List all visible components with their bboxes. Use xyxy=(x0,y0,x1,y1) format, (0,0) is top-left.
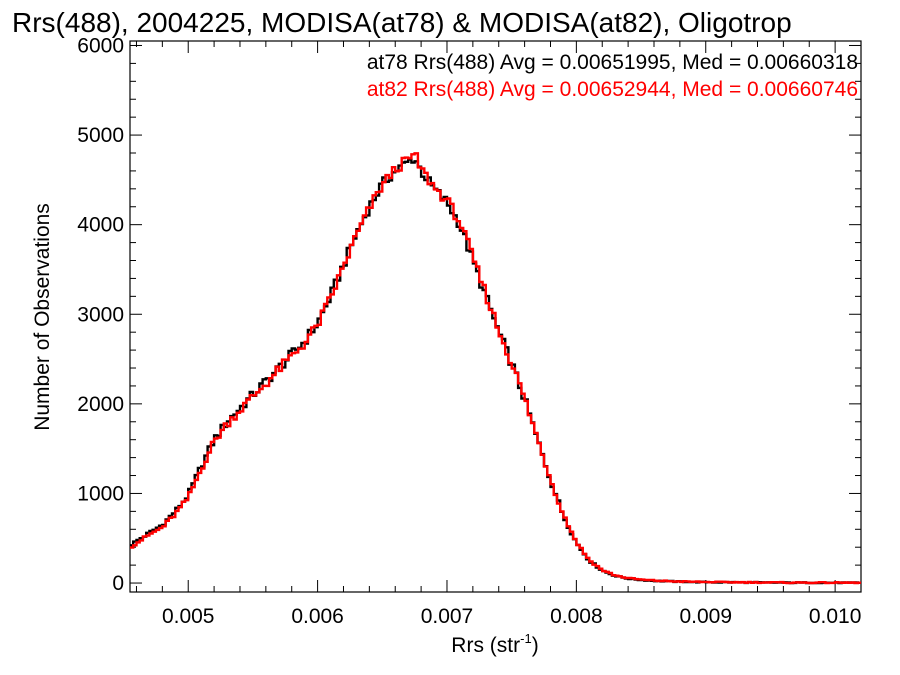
x-tick-label: 0.009 xyxy=(679,605,732,628)
series-at82-histogram xyxy=(130,152,861,585)
y-tick-label: 6000 xyxy=(77,34,124,57)
legend-entry-at78: at78 Rrs(488) Avg = 0.00651995, Med = 0.… xyxy=(367,51,858,74)
series-at78-histogram xyxy=(130,158,861,585)
chart-title: Rrs(488), 2004225, MODISA(at78) & MODISA… xyxy=(12,7,792,38)
y-tick-label: 0 xyxy=(112,572,124,595)
x-tick-label: 0.008 xyxy=(550,605,603,628)
plot-frame xyxy=(129,40,862,593)
x-axis-label: Rrs (str-1) xyxy=(451,631,538,657)
x-axis-label-main: Rrs (str xyxy=(451,634,520,657)
y-tick-label: 2000 xyxy=(77,393,124,416)
y-tick-label: 4000 xyxy=(77,214,124,237)
y-tick-label: 3000 xyxy=(77,303,124,326)
x-axis-label-close: ) xyxy=(532,634,539,657)
axis-ticks: 0.005 0.006 0.007 0.008 0.009 0.010 0 1000 2000 3… xyxy=(77,34,862,628)
y-axis-label: Number of Observations xyxy=(31,203,54,431)
x-axis-label-sup: -1 xyxy=(520,631,532,646)
legend-entry-at82: at82 Rrs(488) Avg = 0.00652944, Med = 0.… xyxy=(367,78,858,101)
series-group xyxy=(130,152,861,585)
x-tick-label: 0.007 xyxy=(421,605,474,628)
x-tick-label: 0.006 xyxy=(291,605,344,628)
x-tick-label: 0.005 xyxy=(162,605,215,628)
y-tick-label: 5000 xyxy=(77,124,124,147)
x-tick-label: 0.010 xyxy=(809,605,862,628)
y-tick-label: 1000 xyxy=(77,482,124,505)
